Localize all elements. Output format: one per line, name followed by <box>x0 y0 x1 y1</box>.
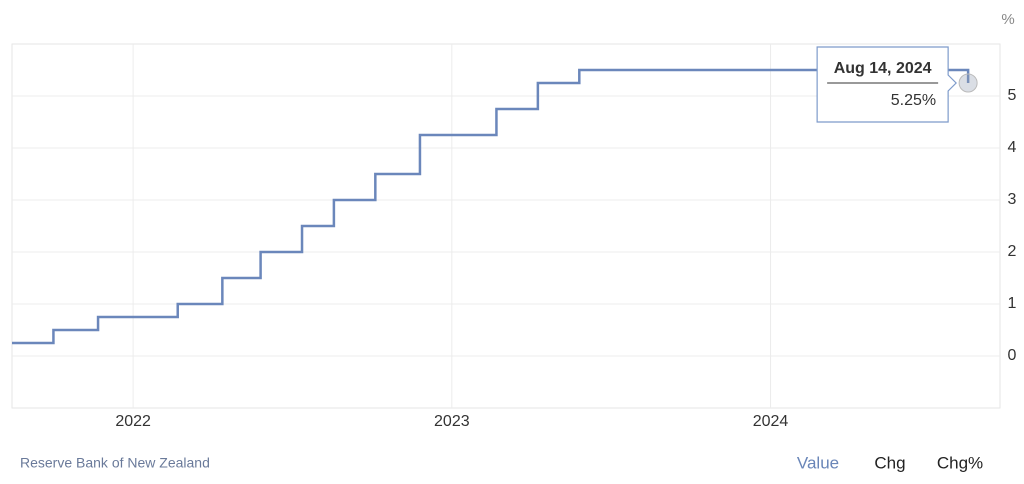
unit-label: % <box>1001 11 1014 28</box>
y-tick-label: 5 <box>1008 87 1017 104</box>
y-tick-label: 2 <box>1008 243 1017 260</box>
tab[interactable]: Value <box>797 453 839 472</box>
y-tick-label: 4 <box>1008 139 1017 156</box>
y-tick-label: 0 <box>1008 347 1017 364</box>
hover-marker <box>958 73 978 93</box>
x-tick-label: 2022 <box>115 413 151 430</box>
y-tick-label: 1 <box>1008 295 1017 312</box>
x-tick-label: 2024 <box>753 413 789 430</box>
tooltip-value: 5.25% <box>891 92 936 109</box>
tab[interactable]: Chg <box>874 453 905 472</box>
y-tick-label: 3 <box>1008 191 1017 208</box>
tooltip: Aug 14, 2024 5.25% <box>816 46 957 123</box>
x-tick-label: 2023 <box>434 413 470 430</box>
tooltip-box <box>816 46 957 123</box>
data-line <box>12 68 970 345</box>
tooltip-date: Aug 14, 2024 <box>834 60 932 77</box>
source[interactable]: Reserve Bank of New Zealand <box>20 455 210 471</box>
tab[interactable]: Chg% <box>937 453 983 472</box>
plot-frame <box>11 43 1001 409</box>
